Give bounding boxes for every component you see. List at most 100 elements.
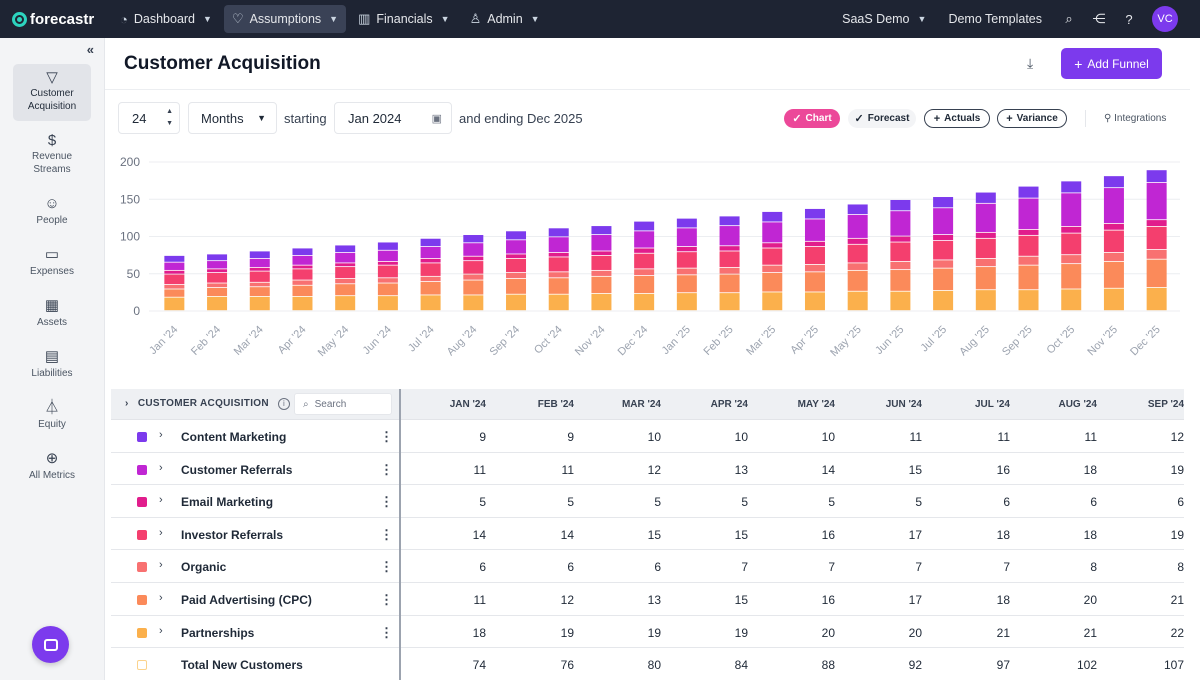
bar-segment[interactable]: [634, 275, 655, 294]
search-icon[interactable]: ⌕: [1065, 11, 1073, 26]
bar-segment[interactable]: [463, 256, 484, 261]
cell-value[interactable]: 8: [1090, 560, 1097, 575]
chevron-right-icon[interactable]: ›: [159, 461, 163, 474]
chevron-right-icon[interactable]: ›: [125, 398, 129, 409]
bar-segment[interactable]: [292, 285, 313, 297]
cell-value[interactable]: 12: [560, 593, 574, 607]
bar-segment[interactable]: [548, 272, 569, 278]
cell-value[interactable]: 18: [996, 527, 1010, 542]
bar-segment[interactable]: [249, 251, 270, 259]
bar-segment[interactable]: [249, 296, 270, 311]
cell-value[interactable]: 21: [996, 625, 1010, 640]
bar-segment[interactable]: [463, 280, 484, 295]
cell-value[interactable]: 13: [647, 593, 661, 607]
bar-segment[interactable]: [207, 283, 228, 288]
bar-segment[interactable]: [463, 243, 484, 256]
bar-segment[interactable]: [1061, 289, 1082, 311]
cell-value[interactable]: 20: [821, 625, 835, 640]
cell-value[interactable]: 19: [1170, 462, 1184, 477]
cell-value[interactable]: 15: [647, 527, 661, 542]
bar-segment[interactable]: [164, 297, 185, 311]
bar-segment[interactable]: [463, 235, 484, 243]
bar-segment[interactable]: [1018, 186, 1039, 198]
bar-segment[interactable]: [933, 208, 954, 235]
nav-dashboard[interactable]: ◔ Dashboard ▼: [112, 5, 220, 33]
bar-segment[interactable]: [975, 232, 996, 238]
add-funnel-button[interactable]: + Add Funnel: [1061, 48, 1162, 79]
bar-segment[interactable]: [377, 242, 398, 250]
bar-segment[interactable]: [420, 295, 441, 311]
bar-segment[interactable]: [207, 287, 228, 297]
cell-value[interactable]: 5: [915, 495, 922, 510]
bar-segment[interactable]: [847, 244, 868, 263]
cell-value[interactable]: 13: [734, 462, 748, 477]
bar-segment[interactable]: [377, 278, 398, 283]
chevron-right-icon[interactable]: ›: [159, 592, 163, 604]
help-icon[interactable]: ?: [1125, 11, 1133, 27]
bar-segment[interactable]: [933, 290, 954, 311]
bar-segment[interactable]: [591, 226, 612, 235]
bar-segment[interactable]: [420, 246, 441, 259]
cell-value[interactable]: 15: [734, 593, 748, 607]
table-row[interactable]: › Paid Advertising (CPC) ⋮ 11 12 13 15 16 17 18 20…: [111, 583, 1184, 616]
actuals-toggle[interactable]: + Actuals: [924, 109, 990, 128]
bar-segment[interactable]: [420, 276, 441, 282]
bar-segment[interactable]: [377, 283, 398, 296]
bar-segment[interactable]: [420, 281, 441, 295]
bar-segment[interactable]: [1061, 226, 1082, 233]
cell-value[interactable]: 21: [1083, 625, 1097, 640]
cell-value[interactable]: 8: [1177, 560, 1184, 575]
bar-segment[interactable]: [762, 248, 783, 265]
bar-segment[interactable]: [377, 265, 398, 278]
bar-segment[interactable]: [676, 252, 697, 268]
bar-segment[interactable]: [676, 268, 697, 275]
bar-segment[interactable]: [804, 208, 825, 219]
integrations-link[interactable]: ⚲ Integrations: [1104, 113, 1166, 124]
bar-segment[interactable]: [292, 265, 313, 269]
bar-segment[interactable]: [591, 270, 612, 276]
bar-segment[interactable]: [890, 199, 911, 211]
bar-segment[interactable]: [292, 280, 313, 285]
bar-segment[interactable]: [591, 293, 612, 311]
bar-segment[interactable]: [890, 270, 911, 291]
table-row[interactable]: › Customer Referrals ⋮ 11 11 12 13 14 15 16 18 19: [111, 453, 1184, 486]
bar-segment[interactable]: [762, 243, 783, 248]
sidebar-item-all-metrics[interactable]: ⊕ All Metrics: [13, 439, 91, 496]
bar-segment[interactable]: [676, 228, 697, 247]
bar-segment[interactable]: [762, 273, 783, 292]
bar-segment[interactable]: [890, 236, 911, 242]
bar-segment[interactable]: [506, 278, 527, 294]
cell-value[interactable]: 7: [1003, 560, 1010, 575]
cell-value[interactable]: 19: [1170, 527, 1184, 542]
bar-segment[interactable]: [975, 192, 996, 203]
bar-segment[interactable]: [1103, 261, 1124, 288]
bar-segment[interactable]: [463, 274, 484, 280]
bar-segment[interactable]: [548, 237, 569, 253]
share-icon[interactable]: ⋲: [1092, 11, 1106, 26]
cell-value[interactable]: 18: [1083, 462, 1097, 477]
cell-value[interactable]: 15: [734, 527, 748, 542]
bar-segment[interactable]: [634, 293, 655, 311]
cell-value[interactable]: 20: [1083, 593, 1097, 607]
logo[interactable]: forecastr: [12, 11, 112, 28]
bar-segment[interactable]: [548, 257, 569, 272]
bar-segment[interactable]: [933, 235, 954, 241]
bar-segment[interactable]: [890, 261, 911, 270]
more-options-icon[interactable]: ⋮: [380, 429, 393, 444]
bar-segment[interactable]: [420, 238, 441, 247]
sidebar-item-liabilities[interactable]: ▤ Liabilities: [13, 337, 91, 394]
bar-segment[interactable]: [207, 296, 228, 311]
bar-segment[interactable]: [847, 270, 868, 291]
cell-value[interactable]: 6: [1003, 495, 1010, 510]
bar-segment[interactable]: [591, 235, 612, 251]
bar-segment[interactable]: [292, 296, 313, 311]
table-row[interactable]: › Email Marketing ⋮ 5 5 5 5 5 5 6 6 6: [111, 485, 1184, 518]
bar-segment[interactable]: [292, 248, 313, 256]
chat-button[interactable]: [32, 626, 69, 663]
bar-segment[interactable]: [463, 295, 484, 311]
cell-value[interactable]: 10: [734, 430, 748, 444]
cell-value[interactable]: 19: [560, 625, 574, 640]
bar-segment[interactable]: [164, 270, 185, 274]
bar-segment[interactable]: [1018, 229, 1039, 235]
bar-segment[interactable]: [890, 211, 911, 236]
